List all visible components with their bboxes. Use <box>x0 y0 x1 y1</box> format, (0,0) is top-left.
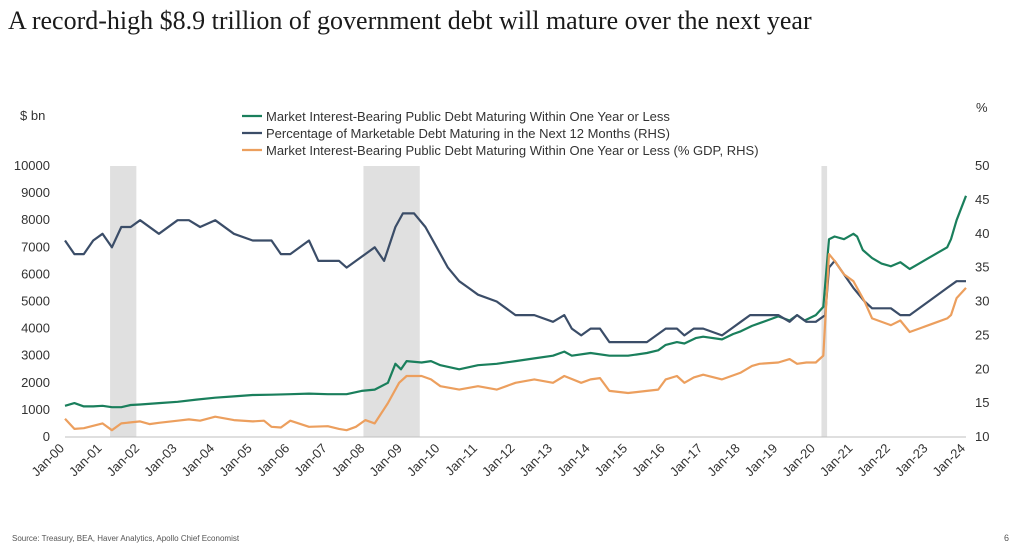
series-lines <box>64 195 968 432</box>
x-tick-label: Jan-12 <box>479 441 518 480</box>
left-tick-label: 5000 <box>21 294 50 309</box>
x-tick-label: Jan-08 <box>329 441 368 480</box>
left-tick-label: 0 <box>43 429 50 444</box>
x-tick-label: Jan-00 <box>28 441 67 480</box>
x-tick-label: Jan-24 <box>929 441 968 480</box>
left-axis-unit: $ bn <box>20 108 45 123</box>
series-line-2 <box>64 253 967 432</box>
legend-label-pct-marketable: Percentage of Marketable Debt Maturing i… <box>266 126 670 141</box>
recession-bands <box>110 166 828 437</box>
x-tick-label: Jan-11 <box>442 441 480 479</box>
source-note: Source: Treasury, BEA, Haver Analytics, … <box>12 534 240 543</box>
x-tick-label: Jan-21 <box>817 441 856 480</box>
page-title: A record-high $8.9 trillion of governmen… <box>8 6 812 35</box>
right-axis-ticks: 10 15 20 25 30 35 40 45 50 <box>975 158 989 444</box>
x-tick-label: Jan-23 <box>892 441 931 480</box>
right-axis-unit: % <box>976 100 988 115</box>
right-tick-label: 20 <box>975 361 989 376</box>
left-axis-ticks: 0 1000 2000 3000 4000 5000 6000 7000 8000 9000 100… <box>14 158 50 444</box>
left-tick-label: 3000 <box>21 348 50 363</box>
page-number: 6 <box>1004 533 1010 543</box>
left-tick-label: 9000 <box>21 185 50 200</box>
series-line-1 <box>64 212 966 344</box>
left-tick-label: 8000 <box>21 212 50 227</box>
x-tick-label: Jan-18 <box>704 441 743 480</box>
x-tick-label: Jan-01 <box>66 441 105 480</box>
recession-band-1 <box>363 166 420 437</box>
x-tick-label: Jan-06 <box>254 441 293 480</box>
right-tick-label: 30 <box>975 294 989 309</box>
recession-band-0 <box>110 166 137 437</box>
right-tick-label: 40 <box>975 226 989 241</box>
x-tick-label: Jan-20 <box>779 441 818 480</box>
x-tick-label: Jan-05 <box>216 441 255 480</box>
x-tick-label: Jan-15 <box>592 441 631 480</box>
left-tick-label: 6000 <box>21 266 50 281</box>
left-tick-label: 2000 <box>21 375 50 390</box>
x-tick-label: Jan-03 <box>141 441 180 480</box>
x-tick-label: Jan-22 <box>854 441 893 480</box>
x-tick-label: Jan-19 <box>742 441 781 480</box>
right-tick-label: 25 <box>975 327 989 342</box>
left-tick-label: 4000 <box>21 321 50 336</box>
x-tick-label: Jan-07 <box>291 441 330 480</box>
right-tick-label: 15 <box>975 395 989 410</box>
legend-label-debt-maturing: Market Interest-Bearing Public Debt Matu… <box>266 109 670 124</box>
left-tick-label: 10000 <box>14 158 50 173</box>
x-tick-label: Jan-14 <box>554 441 593 480</box>
left-tick-label: 7000 <box>21 239 50 254</box>
x-tick-label: Jan-04 <box>179 441 218 480</box>
right-tick-label: 35 <box>975 260 989 275</box>
right-tick-label: 45 <box>975 192 989 207</box>
x-axis-ticks: Jan-00Jan-01Jan-02Jan-03Jan-04Jan-05Jan-… <box>28 441 968 480</box>
x-tick-label: Jan-16 <box>629 441 668 480</box>
x-tick-label: Jan-13 <box>516 441 555 480</box>
left-tick-label: 1000 <box>21 402 50 417</box>
chart: 0 1000 2000 3000 4000 5000 6000 7000 8000 9000 100… <box>14 100 990 480</box>
right-tick-label: 10 <box>975 429 989 444</box>
x-tick-label: Jan-17 <box>667 441 706 480</box>
series-line-0 <box>64 195 968 409</box>
x-tick-label: Jan-10 <box>404 441 443 480</box>
right-tick-label: 50 <box>975 158 989 173</box>
legend-label-pct-gdp: Market Interest-Bearing Public Debt Matu… <box>266 143 759 158</box>
x-tick-label: Jan-09 <box>366 441 405 480</box>
x-tick-label: Jan-02 <box>103 441 142 480</box>
legend: Market Interest-Bearing Public Debt Matu… <box>242 109 759 158</box>
